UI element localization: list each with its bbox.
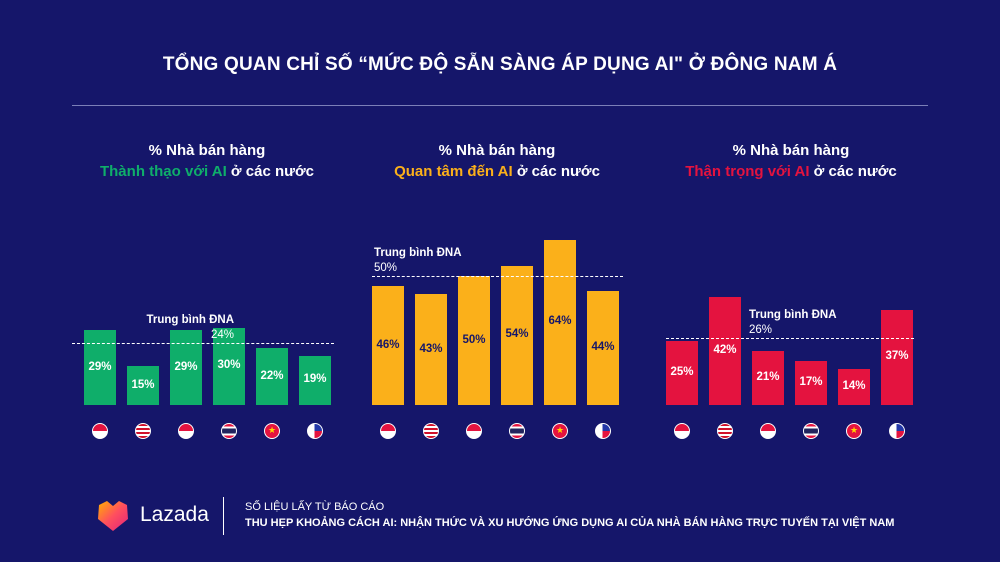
flag-singapore-icon [92,423,108,439]
bar-value-label: 15% [131,378,155,391]
bar-value-label: 22% [260,369,284,382]
bar-indonesia [752,350,784,405]
flag-vietnam-icon: ★ [264,423,280,439]
chart-title-highlight: Thành thạo với AI [99,163,227,180]
bar-vietnam [256,348,288,405]
bar-vietnam [544,239,576,405]
page-title: TỔNG QUAN CHỈ SỐ “MỨC ĐỘ SẴN SÀNG ÁP DỤN… [162,54,838,75]
flag-philippines-icon [307,423,323,439]
bar-philippines [299,355,331,405]
bar-thailand [795,361,827,405]
average-label: Trung bình ĐNA 26% [749,308,849,338]
bar-philippines [881,309,913,405]
average-title: Trung bình ĐNA [749,308,837,321]
flag-indonesia-icon [178,423,194,439]
chart-title-highlight: Quan tâm đến AI [394,163,513,180]
average-line [372,276,623,277]
bar-indonesia [170,330,202,405]
chart-title-rest: ở các nước [512,163,600,180]
bar-indonesia [458,276,490,405]
lazada-logo-icon [98,501,128,531]
flag-malaysia-icon [717,423,733,439]
bar-value-label: 46% [376,338,400,351]
bar-value-label: 64% [548,315,572,328]
chart-title-interested: % Nhà bán hàng Quan tâm đến AI ở các nướ… [347,140,647,182]
flag-vietnam-icon: ★ [552,423,568,439]
bar-value-label: 29% [174,360,198,373]
bar-singapore [372,286,404,405]
divider [72,105,928,106]
source-label: SỐ LIỆU LẤY TỪ BÁO CÁO [245,501,385,513]
bar-value-label: 50% [462,333,486,346]
bar-value-label: 44% [591,341,615,354]
chart-title-highlight: Thận trọng với AI [685,163,810,180]
average-value: 24% [210,329,234,342]
bar-malaysia [127,366,159,405]
bar-value-label: 21% [756,370,780,383]
flag-indonesia-icon [760,423,776,439]
report-title: THU HẸP KHOẢNG CÁCH AI: NHẬN THỨC VÀ XU … [245,517,895,529]
bar-malaysia [415,294,447,405]
bar-value-label: 42% [713,343,737,356]
bar-value-label: 25% [670,365,694,378]
chart-title-line: % Nhà bán hàng [438,142,556,159]
average-label: Trung bình ĐNA 50% [374,246,474,276]
average-value: 26% [749,323,773,336]
chart-title-proficient: % Nhà bán hàng Thành thạo với AI ở các n… [57,140,357,182]
flag-malaysia-icon [135,423,151,439]
bar-thailand [213,327,245,405]
flag-vietnam-icon: ★ [846,423,862,439]
flag-indonesia-icon [466,423,482,439]
chart-title-line: % Nhà bán hàng [732,142,850,159]
bar-value-label: 37% [885,350,909,363]
flag-thailand-icon [803,423,819,439]
bar-singapore [84,330,116,405]
bar-value-label: 54% [505,328,529,341]
bar-value-label: 29% [88,360,112,373]
chart-title-rest: ở các nước [809,163,897,180]
chart-title-rest: ở các nước [226,163,314,180]
bar-malaysia [709,296,741,405]
bar-thailand [501,265,533,405]
average-title: Trung bình ĐNA [374,247,462,259]
bar-singapore [666,340,698,405]
flag-singapore-icon [674,423,690,439]
flag-thailand-icon [509,423,525,439]
bar-value-label: 17% [799,376,823,389]
footer-divider [223,497,224,535]
chart-title-cautious: % Nhà bán hàng Thận trọng với AI ở các n… [641,140,941,182]
average-label: Trung bình ĐNA 24% [134,313,234,343]
flag-philippines-icon [889,423,905,439]
average-line [72,343,334,345]
flag-malaysia-icon [423,423,439,439]
bar-value-label: 19% [303,373,327,386]
average-title: Trung bình ĐNA [146,314,234,327]
bar-vietnam [838,368,870,405]
chart-title-line: % Nhà bán hàng [148,142,266,159]
flag-thailand-icon [221,423,237,439]
flag-singapore-icon [380,423,396,439]
bar-value-label: 30% [217,359,241,372]
bar-value-label: 43% [419,342,443,355]
flag-philippines-icon [595,423,611,439]
brand-name: Lazada [140,503,209,526]
average-line [666,337,914,339]
bar-value-label: 14% [842,379,866,392]
average-value: 50% [374,262,398,274]
bar-philippines [587,291,619,405]
